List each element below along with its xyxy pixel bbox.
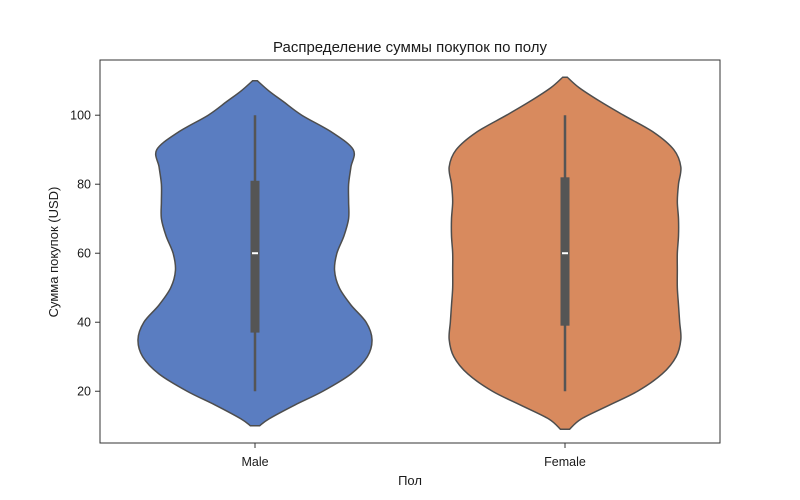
x-tick-label: Male bbox=[241, 455, 268, 469]
y-axis-label: Сумма покупок (USD) bbox=[46, 187, 61, 318]
chart-title: Распределение суммы покупок по полу bbox=[273, 39, 548, 56]
x-tick-label: Female bbox=[544, 455, 586, 469]
y-tick-label: 100 bbox=[70, 109, 91, 123]
x-axis-label: Пол bbox=[398, 473, 422, 488]
x-axis: Male Female bbox=[241, 443, 586, 469]
y-tick-label: 60 bbox=[77, 247, 91, 261]
y-tick-label: 40 bbox=[77, 316, 91, 330]
axes-frame bbox=[99, 59, 721, 444]
y-tick-label: 20 bbox=[77, 385, 91, 399]
plot-area bbox=[137, 76, 682, 430]
y-tick-label: 80 bbox=[77, 178, 91, 192]
iqr-box-female bbox=[560, 177, 570, 326]
iqr-box-male bbox=[250, 180, 260, 333]
y-axis: 20 40 60 80 100 bbox=[70, 109, 100, 399]
